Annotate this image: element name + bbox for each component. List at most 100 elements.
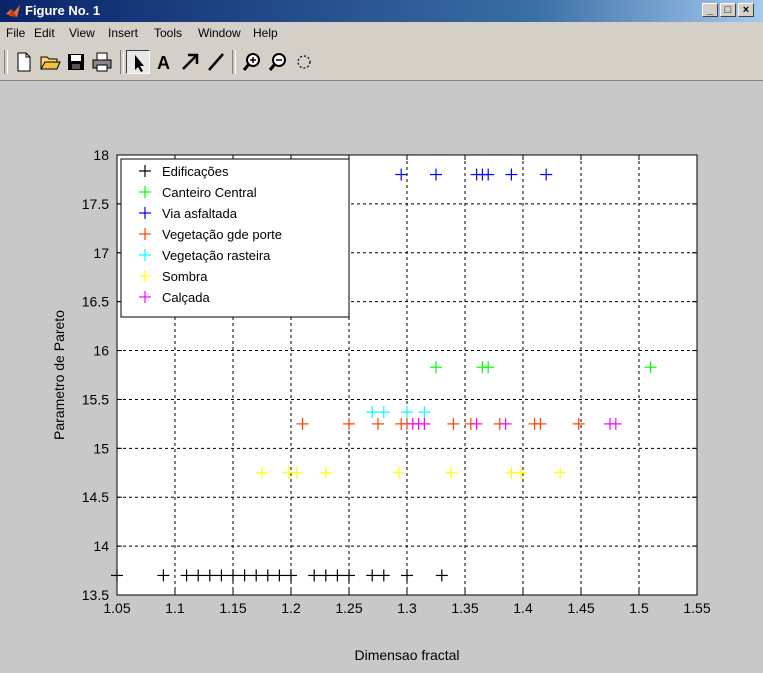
data-point — [401, 406, 413, 419]
data-point — [482, 361, 495, 374]
data-point — [392, 466, 405, 479]
data-point — [609, 417, 622, 430]
x-axis-label: Dimensao fractal — [354, 647, 459, 663]
x-tick-label: 1.25 — [335, 600, 362, 616]
y-tick-label: 14 — [93, 538, 109, 554]
data-point — [418, 406, 431, 419]
x-tick-label: 1.1 — [165, 600, 185, 616]
data-point — [482, 168, 495, 181]
data-point — [572, 417, 585, 430]
title-bar: Figure No. 1 _ □ × — [0, 0, 763, 22]
data-point — [366, 569, 379, 582]
data-point — [227, 569, 239, 582]
arrow-select-icon[interactable] — [126, 50, 150, 74]
y-axis-ticks: 13.5 14 14.5 15 15.5 16 16.5 17 17.5 18 — [82, 147, 697, 603]
x-tick-label: 1.15 — [219, 600, 246, 616]
data-point — [250, 569, 263, 582]
data-point — [308, 569, 321, 582]
data-point — [343, 417, 355, 430]
y-tick-label: 17.5 — [82, 196, 109, 212]
legend-marker — [139, 207, 151, 219]
data-point — [215, 569, 228, 582]
data-point — [261, 569, 274, 582]
data-point — [430, 361, 442, 374]
data-point — [372, 417, 384, 430]
data-point — [296, 417, 309, 430]
menu-bar: File Edit View Insert Tools Window Help — [0, 22, 763, 44]
data-point — [157, 569, 170, 582]
data-point — [111, 569, 123, 582]
x-axis-ticks: 1.05 1.1 1.15 1.2 1.25 1.3 1.35 1.4 1.45 1.5 1.55 — [103, 155, 711, 616]
data-point — [514, 466, 527, 479]
y-tick-label: 16 — [93, 343, 109, 359]
data-point — [435, 569, 448, 582]
legend-marker — [139, 249, 151, 261]
data-point — [331, 569, 344, 582]
data-point — [319, 466, 332, 479]
data-point — [395, 168, 408, 181]
menu-help[interactable]: Help — [253, 26, 278, 40]
zoom-out-icon[interactable] — [266, 50, 290, 74]
data-point — [285, 569, 297, 582]
close-button[interactable]: × — [738, 3, 754, 17]
rotate-icon[interactable] — [292, 50, 316, 74]
arrow-insert-icon[interactable] — [178, 50, 202, 74]
legend-label: Vegetação gde porte — [162, 227, 282, 242]
legend-box — [120, 158, 350, 318]
data-point — [192, 569, 205, 582]
toolbar-separator — [120, 50, 124, 74]
x-tick-label: 1.05 — [103, 600, 130, 616]
matlab-logo-icon — [6, 5, 20, 17]
data-point — [366, 406, 379, 419]
data-point — [256, 466, 268, 479]
data-point — [290, 466, 303, 479]
menu-insert[interactable]: Insert — [108, 26, 139, 40]
y-tick-label: 15.5 — [82, 391, 109, 407]
data-point — [418, 417, 431, 430]
menu-edit[interactable]: Edit — [34, 26, 55, 40]
menu-file[interactable]: File — [6, 26, 26, 40]
legend-label: Sombra — [162, 269, 208, 284]
new-file-icon[interactable] — [12, 50, 36, 74]
y-tick-label: 16.5 — [82, 294, 109, 310]
menu-view[interactable]: View — [69, 26, 95, 40]
line-insert-icon[interactable] — [204, 50, 228, 74]
legend-marker — [139, 270, 151, 282]
legend-marker — [139, 165, 151, 177]
menu-window[interactable]: Window — [198, 26, 241, 40]
print-icon[interactable] — [90, 50, 114, 74]
x-tick-label: 1.5 — [629, 600, 649, 616]
save-icon[interactable] — [64, 50, 88, 74]
data-point — [203, 569, 216, 582]
minimize-button[interactable]: _ — [702, 3, 718, 17]
legend-marker — [139, 228, 151, 240]
data-point — [377, 406, 390, 419]
legend-label: Via asfaltada — [162, 206, 238, 221]
y-axis-label: Parametro de Pareto — [51, 310, 67, 440]
data-points — [111, 168, 657, 582]
data-point — [238, 569, 251, 582]
open-folder-icon[interactable] — [38, 50, 62, 74]
y-tick-label: 15 — [93, 440, 109, 456]
legend-marker — [139, 291, 151, 303]
text-insert-icon[interactable]: A — [152, 50, 176, 74]
maximize-button[interactable]: □ — [720, 3, 736, 17]
x-tick-label: 1.3 — [397, 600, 417, 616]
menu-tools[interactable]: Tools — [154, 26, 183, 40]
x-tick-label: 1.55 — [683, 600, 710, 616]
data-point — [273, 569, 286, 582]
legend: Edificações Canteiro Central Via asfaltada… — [120, 158, 350, 318]
data-point — [180, 569, 193, 582]
zoom-in-icon[interactable] — [240, 50, 264, 74]
y-tick-label: 14.5 — [82, 489, 109, 505]
data-point — [430, 168, 442, 181]
figure-canvas: 1.05 1.1 1.15 1.2 1.25 1.3 1.35 1.4 1.45 1.5 1.55 … — [0, 81, 763, 673]
legend-label: Vegetação rasteira — [162, 248, 271, 263]
data-point — [554, 466, 567, 479]
data-point — [377, 569, 390, 582]
x-tick-label: 1.45 — [567, 600, 594, 616]
y-tick-label: 18 — [93, 147, 109, 163]
data-point — [540, 168, 553, 181]
x-tick-label: 1.2 — [281, 600, 301, 616]
toolbar: A — [0, 44, 763, 81]
